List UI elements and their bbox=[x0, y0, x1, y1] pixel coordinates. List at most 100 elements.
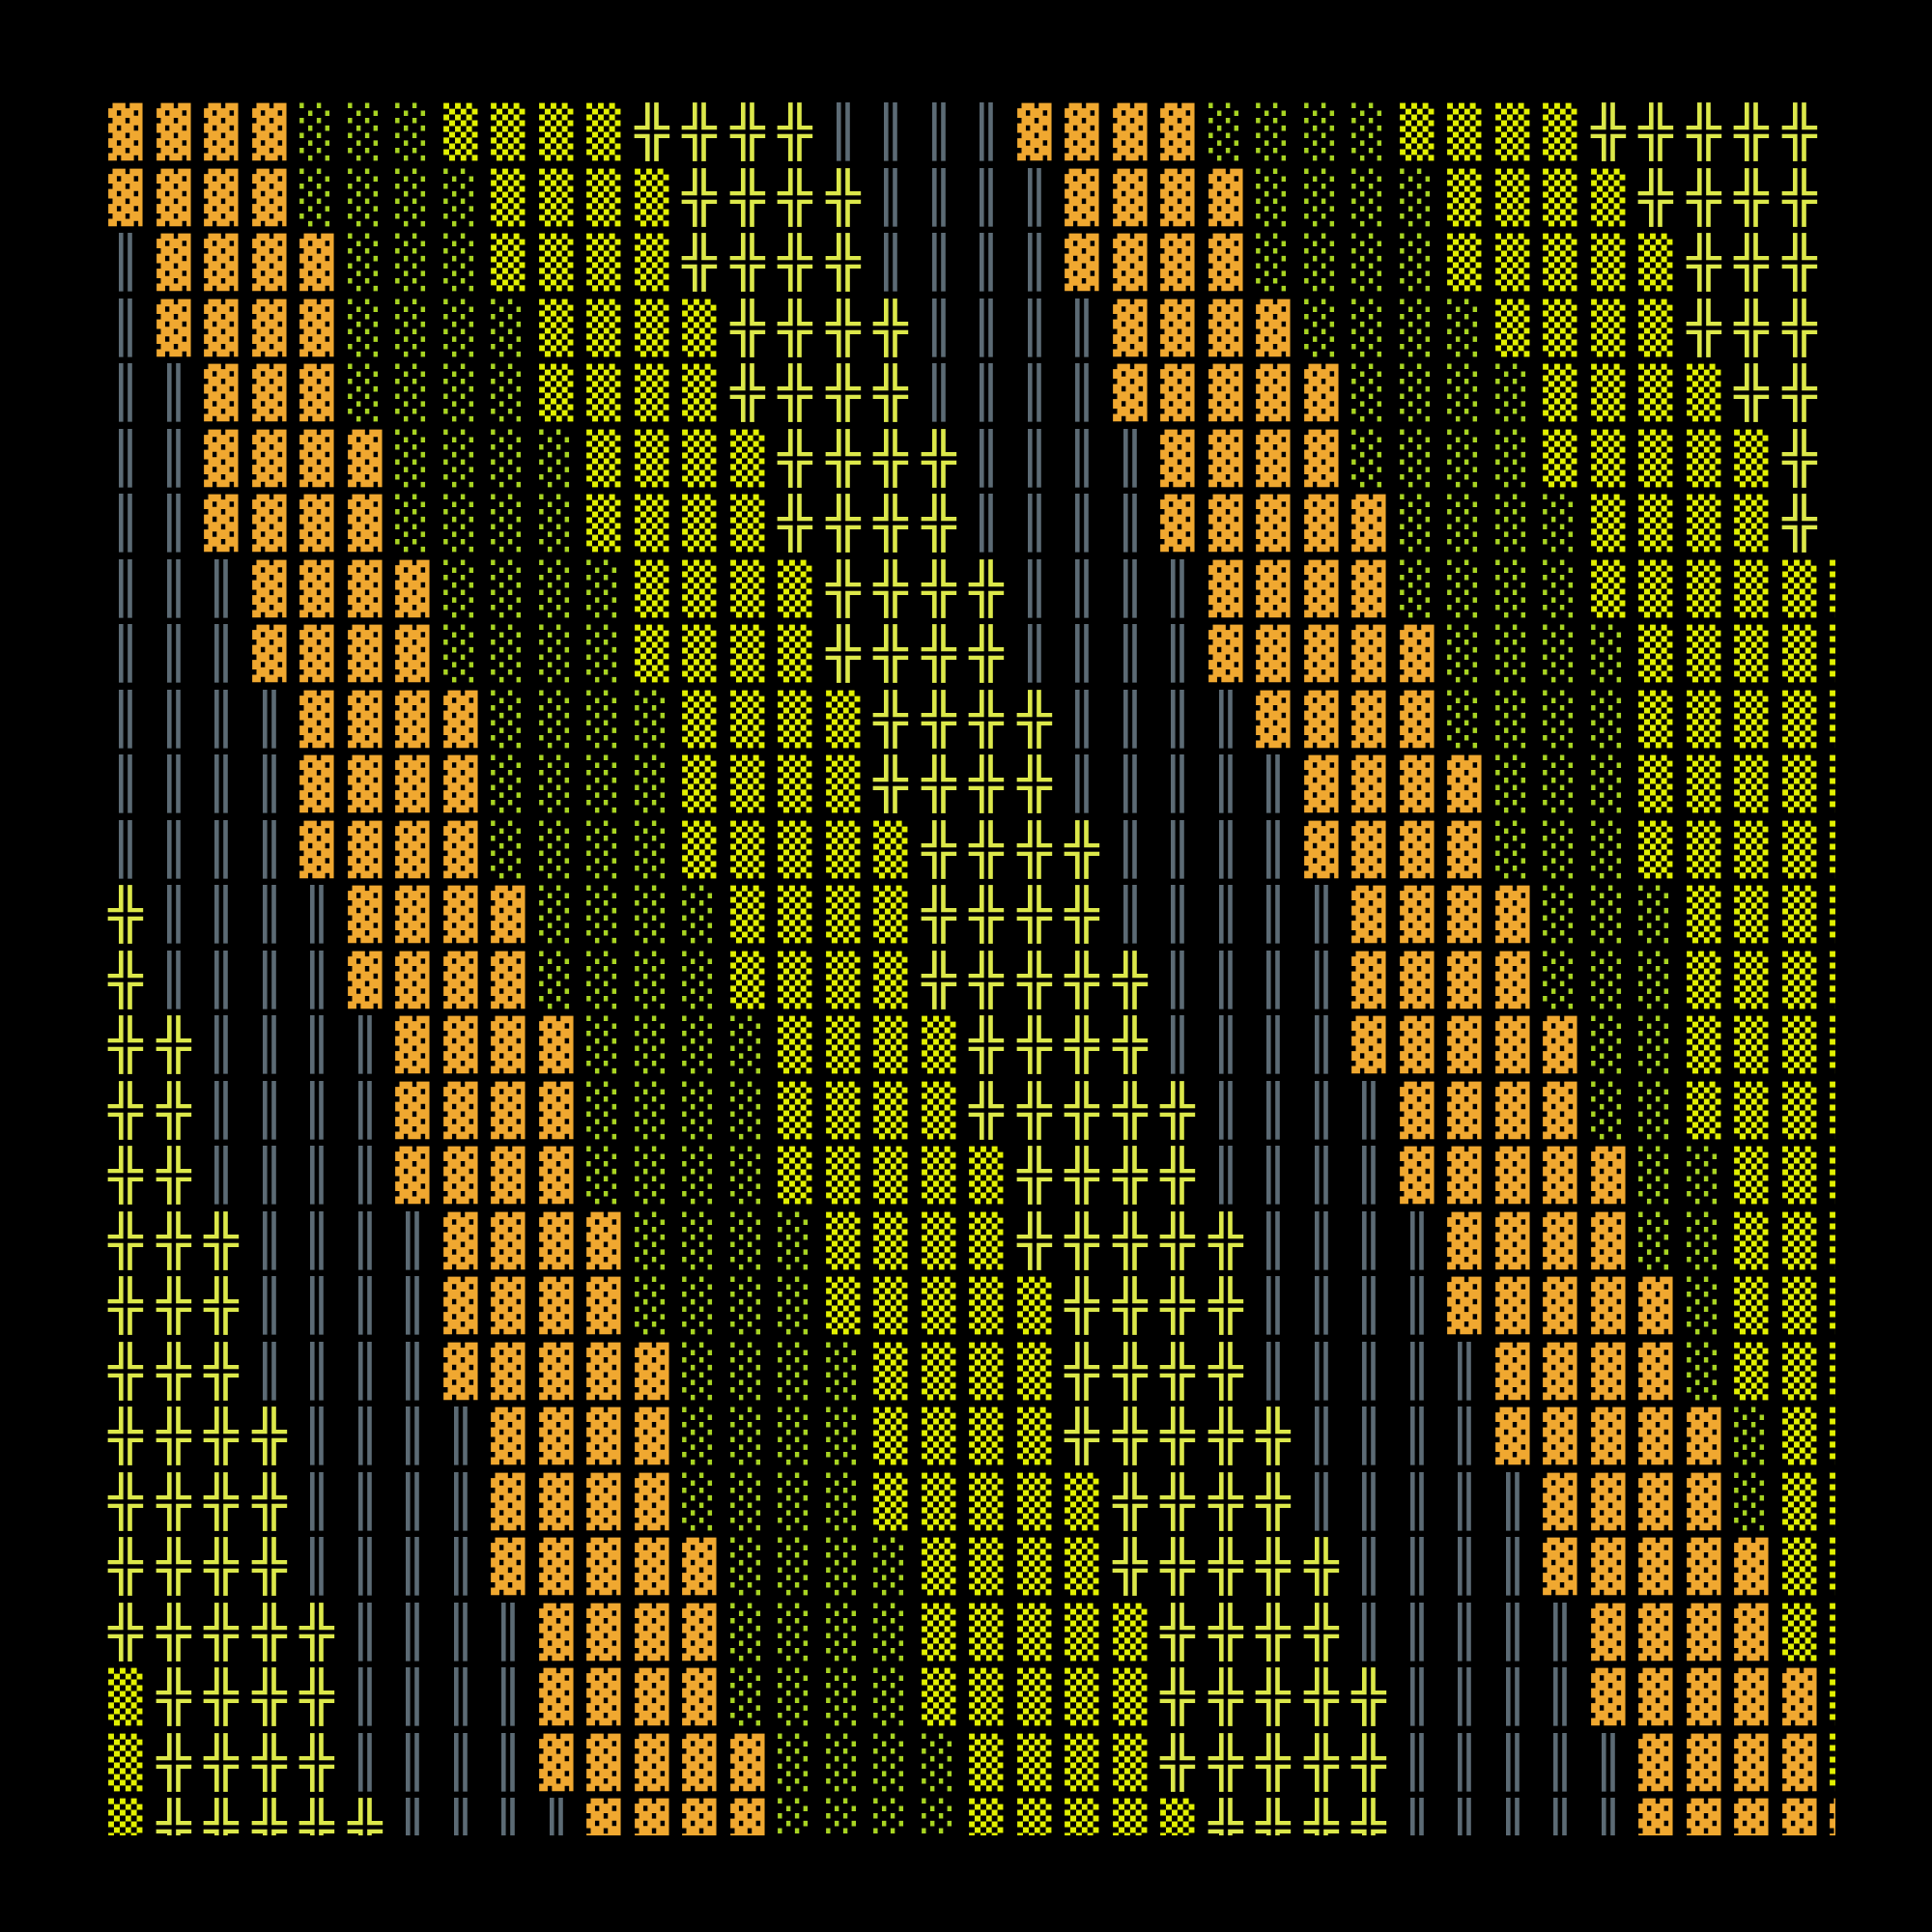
double-cross-glyph: ╬ bbox=[156, 1212, 190, 1270]
double-cross-glyph: ╬ bbox=[778, 235, 812, 292]
dark-shade-glyph: ▓ bbox=[299, 821, 334, 879]
light-shade-glyph: ░ bbox=[491, 365, 526, 422]
medium-shade-glyph: ▒ bbox=[1543, 104, 1577, 161]
light-shade-glyph: ░ bbox=[1208, 104, 1242, 161]
double-cross-glyph: ╬ bbox=[1160, 1604, 1195, 1662]
double-cross-glyph: ╬ bbox=[1590, 104, 1625, 161]
double-cross-glyph: ╬ bbox=[969, 756, 1004, 813]
medium-shade-glyph: ▒ bbox=[586, 430, 621, 488]
dark-shade-glyph: ▓ bbox=[586, 1212, 621, 1270]
dark-shade-glyph: ▓ bbox=[586, 1734, 621, 1792]
light-shade-glyph: ░ bbox=[778, 1800, 812, 1835]
light-shade-glyph: ░ bbox=[778, 1669, 812, 1726]
double-cross-glyph: ╬ bbox=[1112, 1539, 1147, 1596]
double-vertical-glyph: ║ bbox=[1447, 1539, 1482, 1596]
light-shade-glyph: ░ bbox=[873, 1669, 908, 1726]
dark-shade-glyph: ▓ bbox=[1447, 887, 1482, 944]
double-vertical-glyph: ║ bbox=[204, 756, 239, 813]
double-cross-glyph: ╬ bbox=[778, 169, 812, 227]
double-vertical-glyph: ║ bbox=[204, 887, 239, 944]
double-cross-glyph: ╬ bbox=[1208, 1343, 1242, 1401]
light-shade-glyph: ░ bbox=[1351, 299, 1386, 357]
double-vertical-glyph: ║ bbox=[1303, 887, 1338, 944]
double-cross-glyph: ╬ bbox=[873, 560, 908, 618]
double-vertical-glyph: ║ bbox=[1447, 1604, 1482, 1662]
medium-shade-glyph: ▒ bbox=[969, 1343, 1004, 1401]
double-cross-glyph: ╬ bbox=[1686, 299, 1720, 357]
light-shade-glyph: ░ bbox=[347, 104, 382, 161]
double-vertical-glyph: ║ bbox=[1112, 626, 1147, 683]
double-cross-glyph: ╬ bbox=[1160, 1408, 1195, 1465]
double-vertical-glyph: ║ bbox=[156, 756, 190, 813]
light-shade-glyph: ░ bbox=[825, 1604, 860, 1662]
dark-shade-glyph: ▓ bbox=[1303, 691, 1338, 749]
medium-shade-glyph: ▒ bbox=[1016, 1473, 1051, 1531]
double-vertical-glyph: ║ bbox=[873, 235, 908, 292]
double-vertical-glyph: ║ bbox=[395, 1669, 430, 1726]
medium-shade-glyph: ▒ bbox=[1590, 299, 1625, 357]
light-shade-glyph: ░ bbox=[1543, 691, 1577, 749]
light-shade-glyph: ░ bbox=[395, 299, 430, 357]
medium-shade-glyph: ▒ bbox=[778, 952, 812, 1009]
double-vertical-glyph: ║ bbox=[108, 756, 143, 813]
double-vertical-glyph: ║ bbox=[347, 1604, 382, 1662]
double-vertical-glyph: ║ bbox=[1399, 1669, 1434, 1726]
double-cross-glyph: ╬ bbox=[156, 1082, 190, 1140]
light-shade-glyph: ░ bbox=[1638, 1148, 1673, 1205]
medium-shade-glyph: ▒ bbox=[873, 1343, 908, 1401]
medium-shade-glyph: ▒ bbox=[1016, 1734, 1051, 1792]
dark-shade-glyph: ▓ bbox=[1543, 1017, 1577, 1074]
medium-shade-glyph: ▒ bbox=[1819, 1274, 1835, 1340]
light-shade-glyph: ░ bbox=[299, 169, 334, 227]
double-cross-glyph: ╬ bbox=[204, 1539, 239, 1596]
light-shade-glyph: ░ bbox=[442, 626, 477, 683]
double-cross-glyph: ╬ bbox=[108, 1278, 143, 1335]
double-cross-glyph: ╬ bbox=[204, 1212, 239, 1270]
medium-shade-glyph: ▒ bbox=[682, 365, 717, 422]
double-cross-glyph: ╬ bbox=[1208, 1278, 1242, 1335]
double-cross-glyph: ╬ bbox=[969, 560, 1004, 618]
medium-shade-glyph: ▒ bbox=[1447, 169, 1482, 227]
medium-shade-glyph: ▒ bbox=[634, 365, 668, 422]
double-vertical-glyph: ║ bbox=[299, 1017, 334, 1074]
medium-shade-glyph: ▒ bbox=[969, 1734, 1004, 1792]
double-vertical-glyph: ║ bbox=[1399, 1343, 1434, 1401]
dark-shade-glyph: ▓ bbox=[586, 1473, 621, 1531]
dark-shade-glyph: ▓ bbox=[395, 1082, 430, 1140]
dark-shade-glyph: ▓ bbox=[634, 1408, 668, 1465]
dark-shade-glyph: ▓ bbox=[1208, 299, 1242, 357]
double-vertical-glyph: ║ bbox=[491, 1604, 526, 1662]
dark-shade-glyph: ▓ bbox=[395, 691, 430, 749]
medium-shade-glyph: ▒ bbox=[1016, 1408, 1051, 1465]
dark-shade-glyph: ▓ bbox=[634, 1539, 668, 1596]
double-vertical-glyph: ║ bbox=[921, 104, 955, 161]
medium-shade-glyph: ▒ bbox=[1819, 1601, 1835, 1666]
dark-shade-glyph: ▓ bbox=[1590, 1604, 1625, 1662]
double-vertical-glyph: ║ bbox=[1543, 1669, 1577, 1726]
double-vertical-glyph: ║ bbox=[1543, 1800, 1577, 1835]
double-cross-glyph: ╬ bbox=[1016, 1082, 1051, 1140]
dark-shade-glyph: ▓ bbox=[1208, 235, 1242, 292]
dark-shade-glyph: ▓ bbox=[299, 626, 334, 683]
double-cross-glyph: ╬ bbox=[156, 1017, 190, 1074]
medium-shade-glyph: ▒ bbox=[586, 235, 621, 292]
light-shade-glyph: ░ bbox=[538, 691, 573, 749]
dark-shade-glyph: ▓ bbox=[1781, 1734, 1816, 1792]
medium-shade-glyph: ▒ bbox=[538, 299, 573, 357]
medium-shade-glyph: ▒ bbox=[1590, 169, 1625, 227]
dark-shade-glyph: ▓ bbox=[1494, 952, 1529, 1009]
dark-shade-glyph: ▓ bbox=[395, 626, 430, 683]
medium-shade-glyph: ▒ bbox=[1819, 1340, 1835, 1406]
light-shade-glyph: ░ bbox=[1494, 756, 1529, 813]
double-vertical-glyph: ║ bbox=[347, 1278, 382, 1335]
medium-shade-glyph: ▒ bbox=[1543, 365, 1577, 422]
light-shade-glyph: ░ bbox=[442, 496, 477, 553]
dark-shade-glyph: ▓ bbox=[156, 104, 190, 161]
double-cross-glyph: ╬ bbox=[204, 1604, 239, 1662]
light-shade-glyph: ░ bbox=[1638, 1212, 1673, 1270]
double-cross-glyph: ╬ bbox=[1781, 169, 1816, 227]
medium-shade-glyph: ▒ bbox=[873, 1408, 908, 1465]
medium-shade-glyph: ▒ bbox=[825, 821, 860, 879]
light-shade-glyph: ░ bbox=[1734, 1408, 1769, 1465]
medium-shade-glyph: ▒ bbox=[491, 235, 526, 292]
